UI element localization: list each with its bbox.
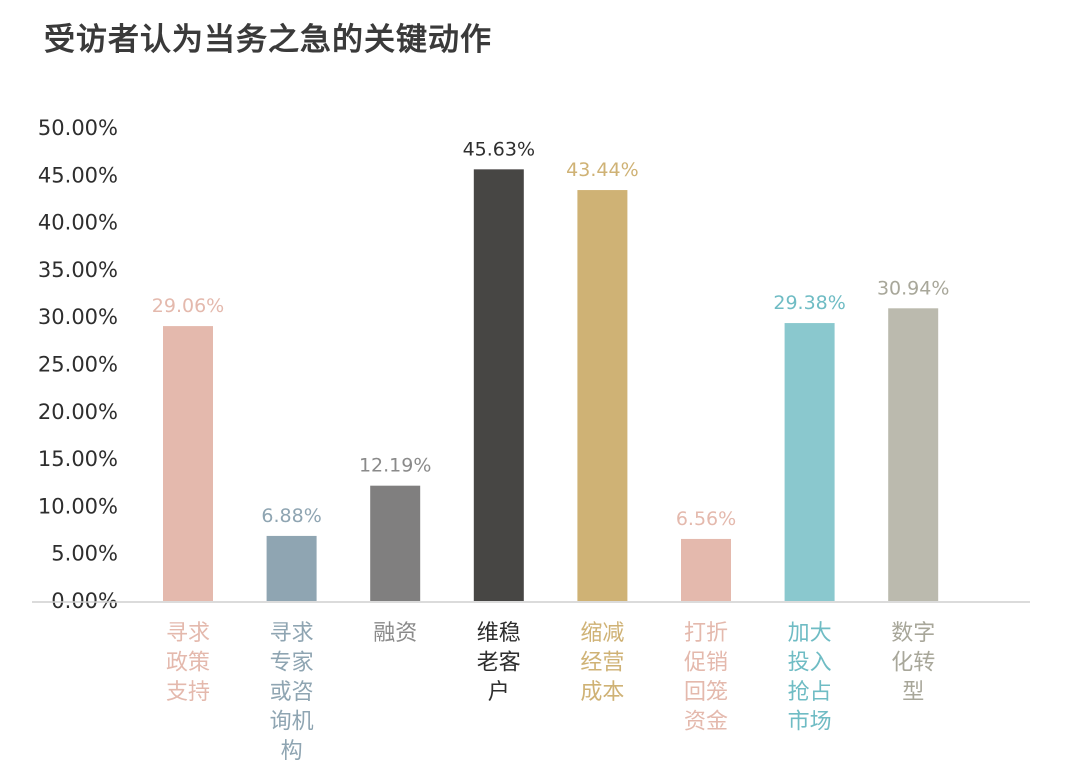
y-tick-label: 5.00%	[51, 542, 118, 566]
bar-value-label: 29.06%	[152, 295, 224, 317]
y-tick-label: 0.00%	[51, 589, 118, 613]
bar	[577, 190, 628, 601]
y-tick-label: 35.00%	[38, 258, 118, 282]
bar-value-label: 6.88%	[261, 505, 321, 527]
bar-value-label: 43.44%	[566, 159, 638, 181]
bar	[163, 326, 213, 601]
value-labels: 29.06% 6.88% 12.19% 45.63% 43.44% 6.56% 29.38%…	[152, 138, 950, 530]
category-label: 寻求政策支持	[166, 621, 210, 705]
category-label: 融资	[373, 621, 417, 646]
category-label: 缩减经营成本	[580, 621, 624, 705]
category-label: 数字化转型	[891, 621, 935, 705]
bar	[266, 535, 317, 601]
category-labels: 寻求政策支持 寻求专家或咨询机构 融资 维稳老客户 缩减经营成本 打折促销回笼资金 加大投入…	[166, 621, 935, 764]
y-tick-label: 15.00%	[38, 447, 118, 471]
category-label: 加大投入抢占市场	[788, 621, 832, 735]
bar-value-label: 12.19%	[359, 455, 431, 477]
category-label: 打折促销回笼资金	[684, 621, 728, 735]
bars	[163, 169, 939, 601]
y-tick-label: 10.00%	[38, 494, 118, 518]
bar-value-label: 29.38%	[773, 292, 845, 314]
bar-value-label: 30.94%	[877, 277, 949, 299]
chart-title: 受访者认为当务之急的关键动作	[44, 22, 492, 58]
bar	[681, 538, 731, 601]
y-tick-label: 45.00%	[38, 163, 118, 187]
y-tick-label: 20.00%	[38, 400, 118, 424]
bar-value-label: 45.63%	[463, 138, 535, 160]
bar	[473, 169, 524, 601]
category-label: 寻求专家或咨询机构	[270, 621, 314, 764]
y-tick-label: 30.00%	[38, 305, 118, 329]
bar	[784, 323, 835, 601]
bar-value-label: 6.56%	[676, 508, 736, 530]
bar	[888, 308, 939, 601]
y-tick-label: 25.00%	[38, 353, 118, 377]
y-tick-label: 40.00%	[38, 211, 118, 235]
category-label: 维稳老客户	[477, 621, 521, 705]
y-tick-label: 50.00%	[38, 116, 118, 140]
y-axis-ticks: 0.00% 5.00% 10.00% 15.00% 20.00% 25.00% 30.00%…	[38, 116, 118, 613]
bar	[370, 485, 421, 601]
